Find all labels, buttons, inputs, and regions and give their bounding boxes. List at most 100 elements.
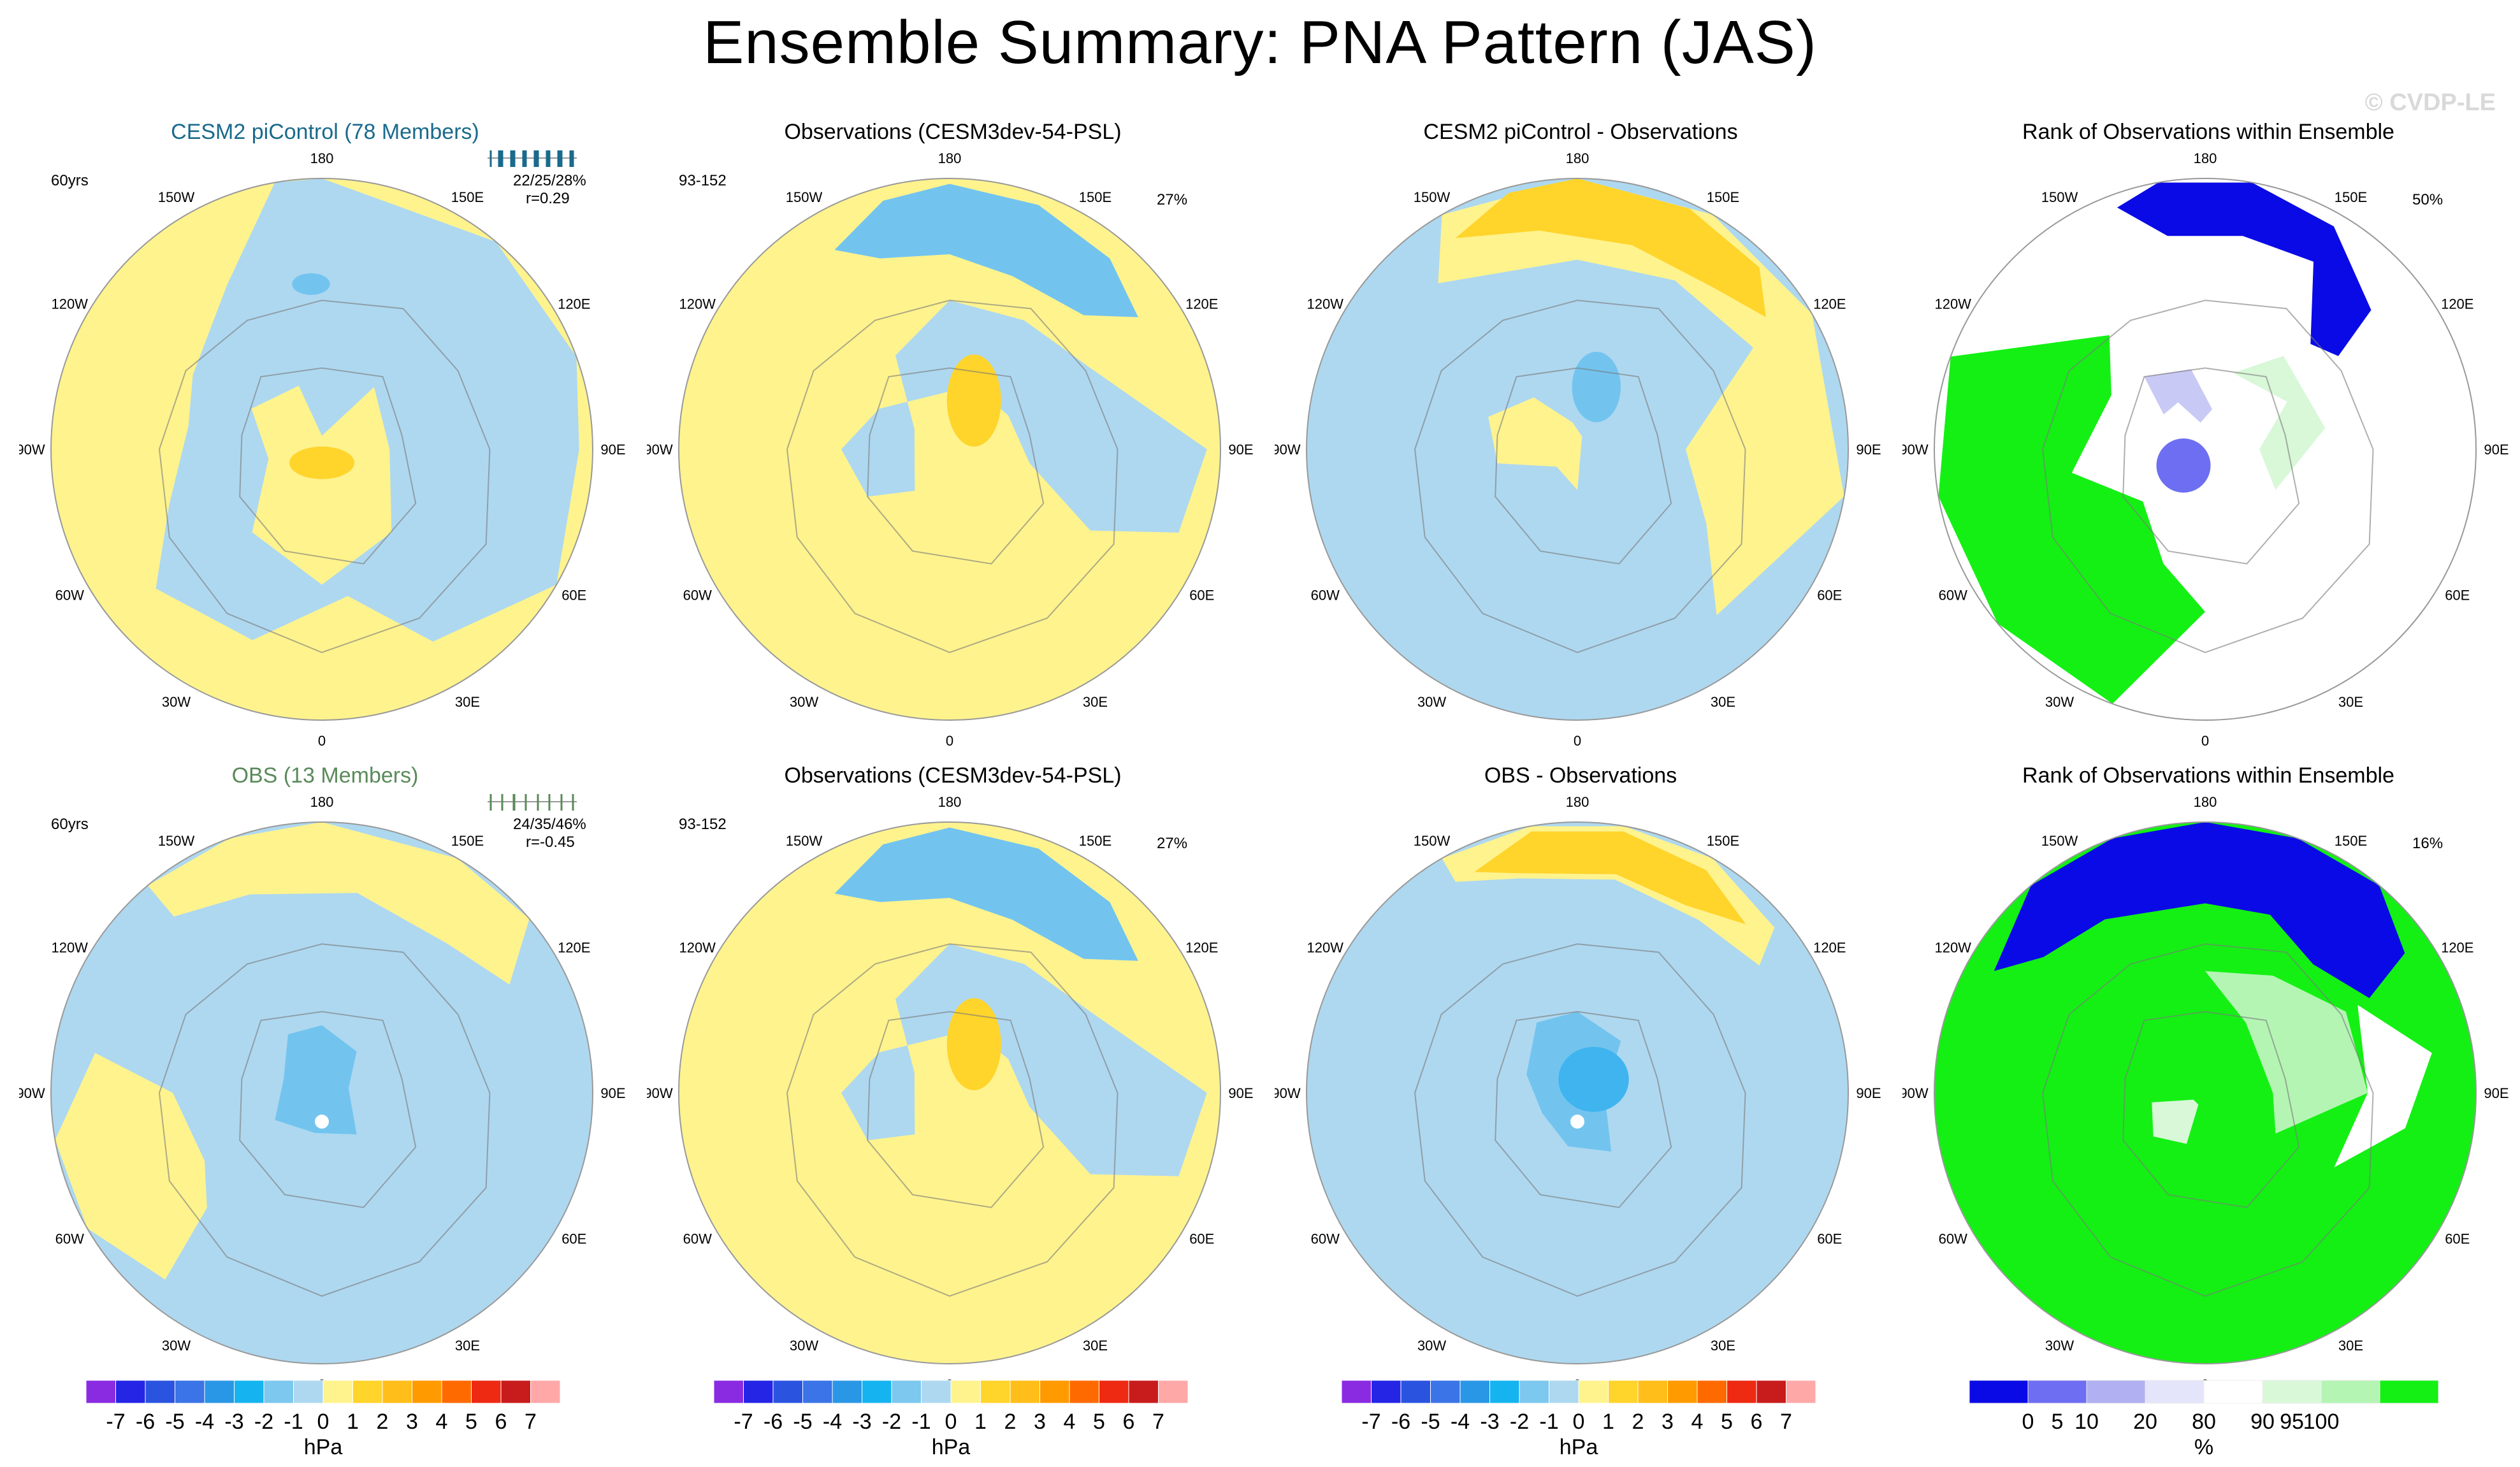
colorbar-tick: 0 [2022, 1410, 2034, 1434]
contour-region [55, 1053, 207, 1280]
colorbar-tick: 0 [317, 1410, 329, 1434]
panel-title: OBS (13 Members) [231, 763, 419, 788]
period-label: 93-152 [679, 172, 727, 189]
map-panel-5: 180150E120E90E60E30E030W60W90W120W150WOB… [19, 752, 631, 1396]
colorbar-box [1519, 1380, 1549, 1404]
colorbar-tick: 7 [1780, 1410, 1792, 1434]
colorbar-box [322, 1380, 353, 1404]
lon-label: 60E [561, 1231, 586, 1247]
contour-region [1488, 397, 1582, 490]
lon-label: 120W [1934, 296, 1971, 312]
contour-region [2334, 1004, 2432, 1167]
member-rug-plot [488, 150, 577, 167]
colorbar-tick: -6 [136, 1410, 155, 1434]
colorbar-hpa-1: -7 -6 -5 -4 -3 -2 -1 0 1 2 3 4 5 6 7 hPa [85, 1380, 561, 1459]
contour-region [2233, 356, 2326, 490]
lon-label: 30W [1417, 1338, 1446, 1354]
colorbar-box [2262, 1380, 2322, 1404]
colorbar-tick: -6 [764, 1410, 783, 1434]
period-label: 60yrs [51, 816, 89, 833]
colorbar-box [1039, 1380, 1070, 1404]
lon-label: 30E [1711, 1338, 1735, 1354]
map-panel-1: 180 150E 120E 90E 60E 30E 0 30W 60W 90W 120W 150W CE… [19, 108, 631, 752]
colorbar-tick: -4 [823, 1410, 842, 1434]
lon-label: 150E [1707, 833, 1739, 849]
colorbar-unit: hPa [932, 1435, 971, 1459]
period-label: 93-152 [679, 816, 727, 833]
lon-label: 180 [310, 794, 334, 810]
colorbar-tick: -3 [852, 1410, 871, 1434]
colorbar-tick: -5 [1421, 1410, 1440, 1434]
lon-label: 90E [2484, 1085, 2509, 1101]
pole-marker [1570, 1115, 1584, 1129]
lon-label: 120E [1185, 940, 1218, 956]
map-boundary [1934, 178, 2477, 721]
contour-region [1994, 822, 2405, 999]
colorbar-box [2379, 1380, 2439, 1404]
panel-title: CESM2 piControl - Observations [1423, 120, 1738, 144]
contour-field [51, 178, 593, 720]
map-boundary [678, 178, 1221, 721]
colorbar-tick: 2 [377, 1410, 389, 1434]
lon-label: 60E [1817, 1231, 1842, 1247]
lon-label: 120E [558, 940, 590, 956]
panel-title: Observations (CESM3dev-54-PSL) [784, 763, 1122, 788]
lon-label: 90W [1902, 1085, 1929, 1101]
colorbar-box [2145, 1380, 2205, 1404]
lon-label: 150E [451, 833, 484, 849]
contour-region [251, 386, 392, 585]
colorbar-tick: 20 [2133, 1410, 2157, 1434]
contour-region [2117, 182, 2372, 356]
pattern-correlation: r=0.29 [526, 190, 570, 207]
contour-field [679, 178, 1220, 720]
lon-label: 150E [1707, 189, 1739, 205]
lon-label: 90E [1856, 442, 1881, 458]
panel-title: OBS - Observations [1484, 763, 1677, 788]
colorbar-tick: -1 [284, 1410, 303, 1434]
colorbar-box [832, 1380, 862, 1404]
lon-label: 150E [2335, 833, 2367, 849]
spread-stats: 24/35/46% [513, 816, 586, 833]
lon-label: 150E [2335, 189, 2367, 205]
contour-region [1572, 352, 1621, 423]
lon-label: 150W [1414, 833, 1451, 849]
colorbar-box [382, 1380, 412, 1404]
colorbar-box [1608, 1380, 1639, 1404]
contour-region [1558, 1046, 1629, 1112]
colorbar-box [204, 1380, 235, 1404]
lon-label: 120E [558, 296, 590, 312]
colorbar-tick: 1 [347, 1410, 359, 1434]
colorbar-box [500, 1380, 531, 1404]
colorbar-tick: -5 [793, 1410, 812, 1434]
colorbar-tick: 100 [2303, 1410, 2340, 1434]
contour-field [1934, 822, 2476, 1364]
colorbar-box [115, 1380, 146, 1404]
period-label: 60yrs [51, 172, 89, 189]
coastlines [1414, 300, 1746, 653]
colorbar-tick: -6 [1391, 1410, 1410, 1434]
map-panel-3: 180 150E 120E 90E 60E 30E 0 30W 60W 90W 120W 150W CE… [1275, 108, 1886, 752]
colorbar-box [85, 1380, 116, 1404]
colorbar-tick: 4 [1691, 1410, 1704, 1434]
colorbar-tick: 6 [495, 1410, 507, 1434]
map-boundary [50, 821, 593, 1364]
contour-region [2156, 438, 2211, 493]
lon-label: 60E [561, 588, 586, 603]
lon-label: 90E [2484, 442, 2509, 458]
map-panel-2: 180 150E 120E 90E 60E 30E 0 30W 60W 90W 120W 150W Ob… [647, 108, 1259, 752]
lon-label: 90E [1228, 1085, 1253, 1101]
colorbar-tick: -7 [106, 1410, 125, 1434]
colorbar-box [1969, 1380, 2029, 1404]
colorbar-box [1756, 1380, 1786, 1404]
colorbar-box [1786, 1380, 1816, 1404]
colorbar-box [1430, 1380, 1461, 1404]
lon-label: 90E [1228, 442, 1253, 458]
colorbar-box [2203, 1380, 2263, 1404]
colorbar-box [1667, 1380, 1698, 1404]
lon-label: 30E [2338, 1338, 2363, 1354]
figure-title: Ensemble Summary: PNA Pattern (JAS) [703, 8, 1817, 76]
colorbar-tick: 90 [2250, 1410, 2275, 1434]
colorbar-box [891, 1380, 922, 1404]
colorbar-box [145, 1380, 175, 1404]
map-boundary [1934, 821, 2477, 1364]
